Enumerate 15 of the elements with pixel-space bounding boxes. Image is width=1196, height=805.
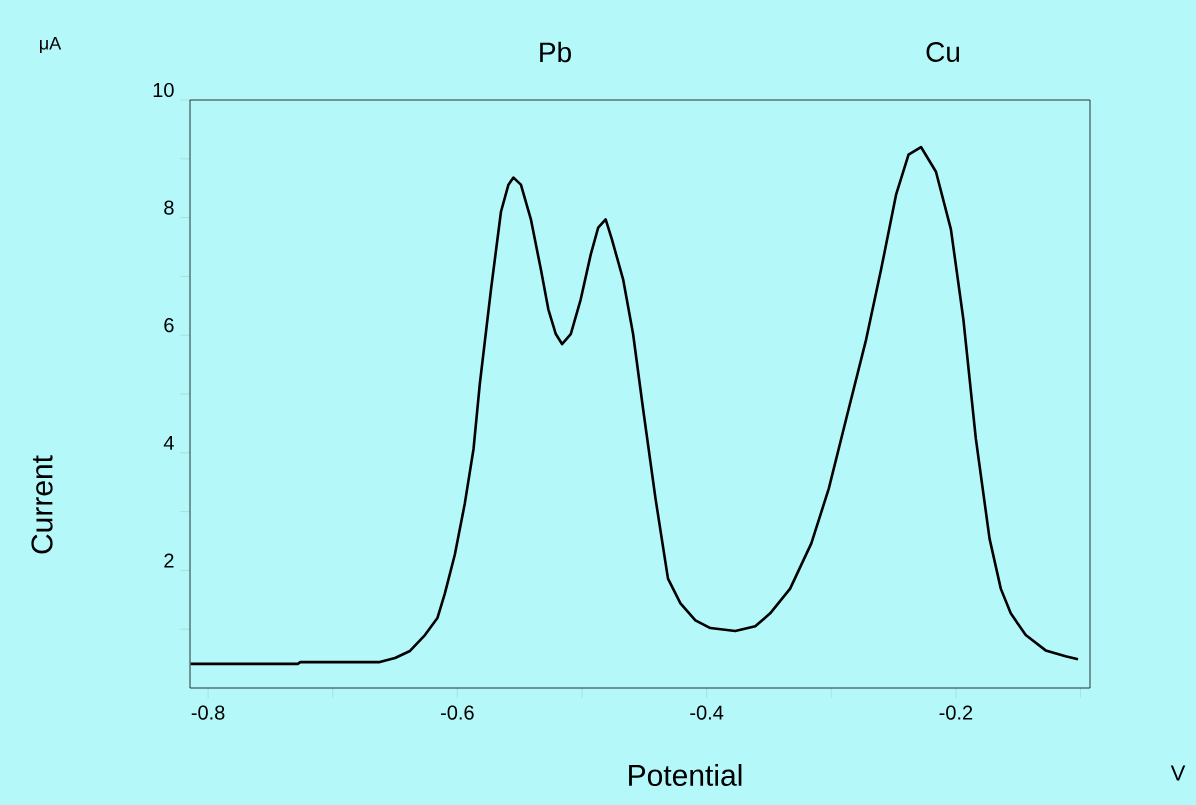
x-tick-label: -0.2 [939,705,973,720]
text: Pb [540,41,571,63]
y-tick-label: 8 [164,200,174,215]
x-tick-label: -0.4 [690,705,724,720]
y-tick-label: 10 [153,82,174,98]
x-axis-title: Potential [629,764,742,787]
y-axis-title: Current [31,455,53,554]
x-tick-label: -0.6 [441,705,474,720]
text: μA [40,37,62,53]
x-tick-label: -0.8 [191,705,225,720]
y-tick-label: 6 [164,318,174,333]
text: Cu [926,42,960,62]
text: V [1170,765,1186,781]
y-tick-label: 2 [164,553,174,568]
y-tick-label: 4 [163,435,174,450]
